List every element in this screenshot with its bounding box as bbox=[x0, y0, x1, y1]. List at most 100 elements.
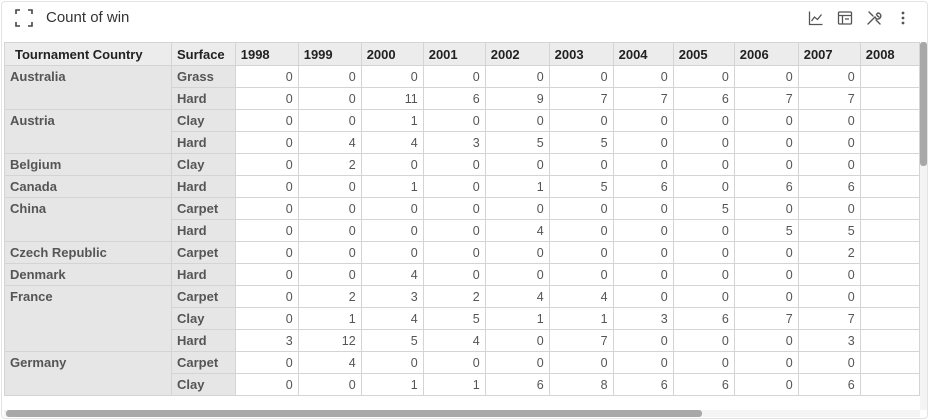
value-cell: 0 bbox=[422, 65, 486, 88]
table-header: Tournament Country Surface 1998 1999 2000 200… bbox=[4, 42, 920, 66]
value-cell: 0 bbox=[234, 351, 299, 374]
column-header-surface[interactable]: Surface bbox=[170, 42, 236, 66]
value-cell: 3 bbox=[612, 307, 674, 330]
value-cell: 0 bbox=[672, 351, 735, 374]
column-header-year[interactable]: 2008 bbox=[859, 42, 920, 66]
tools-icon[interactable] bbox=[866, 10, 882, 26]
table-row: Austria Clay 0 0 1 0 0 0 0 0 0 0 bbox=[4, 109, 920, 154]
table-body: Australia Grass 0 0 0 0 0 0 0 0 0 0 Hard 0 0 11 6 9 7 7 6 7 7 A… bbox=[4, 65, 920, 396]
value-cell: 0 bbox=[612, 329, 674, 352]
column-header-year[interactable]: 1999 bbox=[297, 42, 362, 66]
line-chart-icon[interactable] bbox=[808, 10, 824, 26]
expand-icon[interactable] bbox=[15, 9, 33, 27]
table-row: Clay 0 0 1 1 6 8 6 6 0 6 bbox=[5, 373, 920, 396]
value-cell: 0 bbox=[548, 153, 614, 176]
value-cell: 0 bbox=[234, 131, 299, 154]
value-cell: 0 bbox=[234, 373, 299, 396]
value-cell: 0 bbox=[297, 175, 362, 198]
value-cell: 5 bbox=[797, 219, 861, 242]
value-cell: 0 bbox=[297, 219, 362, 242]
value-cell: 0 bbox=[797, 65, 861, 88]
value-cell: 0 bbox=[672, 65, 735, 88]
value-cell: 0 bbox=[733, 109, 799, 132]
column-header-year[interactable]: 1998 bbox=[234, 42, 299, 66]
value-cell: 0 bbox=[612, 197, 674, 220]
value-cell: 1 bbox=[360, 373, 424, 396]
value-cell: 1 bbox=[484, 175, 550, 198]
panel-title: Count of win bbox=[46, 9, 130, 26]
value-cell: 0 bbox=[548, 109, 614, 132]
value-cell: 6 bbox=[733, 175, 799, 198]
column-header-year[interactable]: 2000 bbox=[360, 42, 424, 66]
value-cell: 4 bbox=[360, 263, 424, 286]
column-header-year[interactable]: 2004 bbox=[612, 42, 674, 66]
column-header-year[interactable]: 2007 bbox=[797, 42, 861, 66]
value-cell: 0 bbox=[234, 263, 299, 286]
column-header-year[interactable]: 2001 bbox=[422, 42, 486, 66]
value-cell: 9 bbox=[484, 87, 550, 110]
more-vertical-icon[interactable] bbox=[895, 10, 911, 26]
column-header-year[interactable]: 2003 bbox=[548, 42, 614, 66]
row-header-country: Australia bbox=[4, 65, 172, 110]
value-cell bbox=[859, 263, 920, 286]
value-cell: 1 bbox=[360, 175, 424, 198]
column-header-year[interactable]: 2006 bbox=[733, 42, 799, 66]
horizontal-scrollbar-thumb[interactable] bbox=[6, 410, 702, 417]
value-cell: 0 bbox=[797, 109, 861, 132]
value-cell: 0 bbox=[297, 197, 362, 220]
value-cell: 0 bbox=[360, 153, 424, 176]
value-cell: 0 bbox=[484, 263, 550, 286]
table-row: Germany Carpet 0 4 0 0 0 0 0 0 0 0 bbox=[4, 351, 920, 396]
value-cell: 5 bbox=[360, 329, 424, 352]
value-cell: 5 bbox=[548, 131, 614, 154]
row-header-surface: Grass bbox=[170, 65, 236, 88]
column-header-year[interactable]: 2005 bbox=[672, 42, 735, 66]
value-cell: 0 bbox=[672, 131, 735, 154]
row-header-surface: Hard bbox=[170, 219, 236, 242]
value-cell bbox=[859, 351, 920, 374]
table-row: France Carpet 0 2 3 2 4 4 0 0 0 0 bbox=[4, 285, 920, 352]
value-cell: 0 bbox=[733, 263, 799, 286]
column-header-tournament-country[interactable]: Tournament Country bbox=[4, 42, 172, 66]
value-cell: 12 bbox=[297, 329, 362, 352]
vertical-scrollbar[interactable] bbox=[920, 42, 927, 410]
value-cell: 2 bbox=[422, 285, 486, 308]
table-row: Belgium Clay 0 2 0 0 0 0 0 0 0 0 bbox=[4, 153, 920, 176]
value-cell: 0 bbox=[672, 329, 735, 352]
value-cell: 7 bbox=[733, 87, 799, 110]
value-cell: 6 bbox=[797, 373, 861, 396]
value-cell: 0 bbox=[548, 65, 614, 88]
value-cell: 0 bbox=[612, 65, 674, 88]
horizontal-scrollbar[interactable] bbox=[4, 410, 920, 417]
value-cell: 0 bbox=[422, 351, 486, 374]
value-cell: 0 bbox=[297, 373, 362, 396]
value-cell: 2 bbox=[297, 153, 362, 176]
value-cell: 0 bbox=[733, 197, 799, 220]
value-cell: 0 bbox=[360, 219, 424, 242]
value-cell: 0 bbox=[612, 241, 674, 264]
value-cell: 3 bbox=[797, 329, 861, 352]
value-cell: 0 bbox=[612, 153, 674, 176]
row-header-surface: Clay bbox=[170, 307, 236, 330]
value-cell: 0 bbox=[797, 263, 861, 286]
row-header-surface: Hard bbox=[170, 263, 236, 286]
value-cell: 0 bbox=[297, 87, 362, 110]
column-header-year[interactable]: 2002 bbox=[484, 42, 550, 66]
value-cell bbox=[859, 373, 920, 396]
table-view-icon[interactable] bbox=[837, 10, 853, 26]
value-cell: 0 bbox=[733, 241, 799, 264]
value-cell bbox=[859, 241, 920, 264]
value-cell: 6 bbox=[422, 87, 486, 110]
value-cell: 7 bbox=[548, 329, 614, 352]
value-cell: 2 bbox=[297, 285, 362, 308]
value-cell: 0 bbox=[797, 351, 861, 374]
value-cell: 0 bbox=[234, 241, 299, 264]
value-cell bbox=[859, 175, 920, 198]
value-cell: 0 bbox=[797, 197, 861, 220]
panel-header: Count of win bbox=[2, 2, 927, 36]
vertical-scrollbar-thumb[interactable] bbox=[920, 42, 927, 166]
value-cell: 0 bbox=[484, 65, 550, 88]
row-header-country: Canada bbox=[4, 175, 172, 198]
value-cell bbox=[859, 285, 920, 308]
